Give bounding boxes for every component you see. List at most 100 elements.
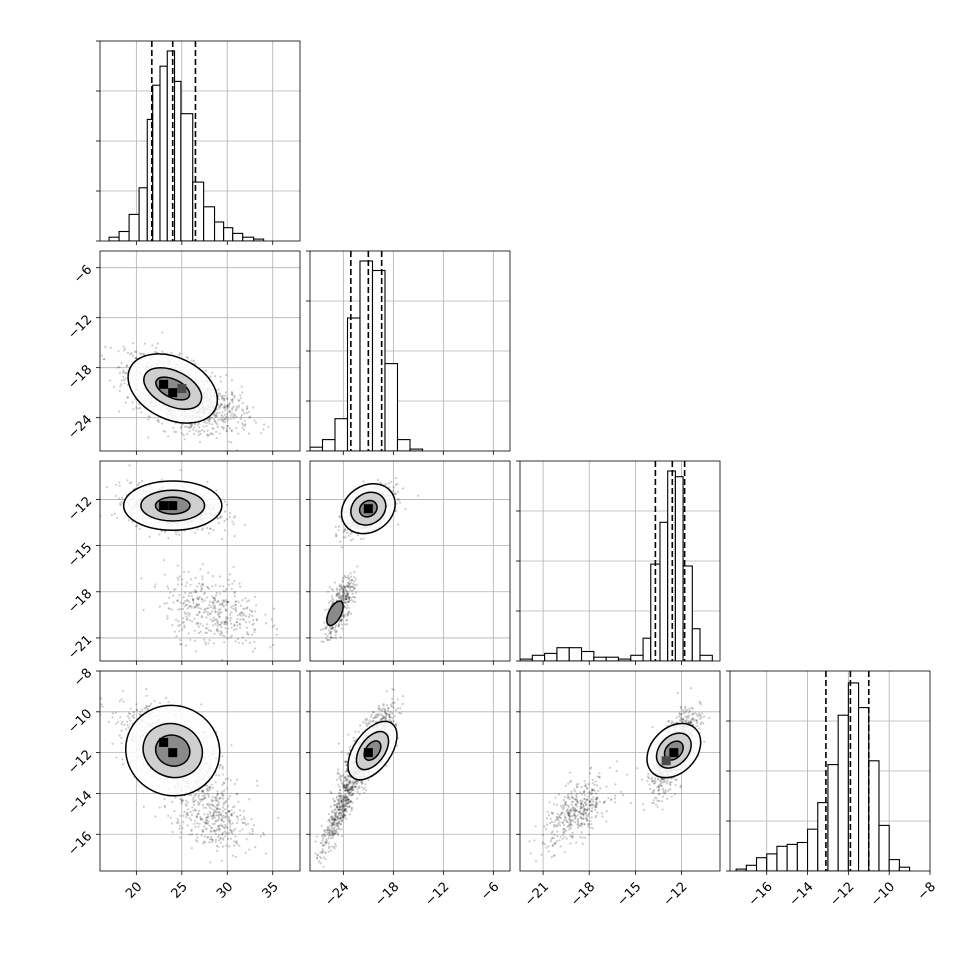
scatter-point [140,480,144,483]
scatter-point [244,621,248,624]
scatter-point [216,621,219,624]
scatter-point [204,627,207,630]
scatter-point [345,576,348,579]
scatter-point [228,427,231,430]
scatter-point [225,454,227,456]
scatter-point [168,608,171,611]
scatter-point [225,373,228,377]
scatter-point [213,796,217,799]
scatter-point [245,607,249,610]
hist-bar [159,65,168,241]
scatter-point [335,595,338,598]
scatter-point [211,620,214,623]
scatter-point [193,423,197,426]
scatter-point [222,394,225,397]
scatter-point [130,481,133,484]
scatter-point [218,603,221,606]
scatter-point [326,638,329,642]
scatter-point [333,628,336,632]
scatter-point [120,501,123,504]
scatter-point [120,723,123,726]
scatter-point [250,610,253,613]
scatter-point [395,509,398,512]
hist-bar [371,269,386,451]
scatter-point [241,402,244,405]
scatter-point [225,620,228,623]
scatter-point [192,359,195,362]
scatter-point [220,403,224,406]
scatter-point [198,440,202,444]
hist-bar [253,238,265,241]
scatter-point [207,420,210,423]
scatter-point [213,599,217,602]
scatter-point [188,605,191,608]
scatter-point [216,620,219,623]
scatter-point [349,572,352,575]
scatter-point [227,406,230,409]
scatter-point [331,627,334,630]
scatter-point [329,630,332,633]
scatter-point [207,642,210,645]
scatter-point [319,628,323,632]
scatter-point [223,403,227,406]
scatter-point [246,633,249,636]
scatter-point [237,421,240,424]
scatter-point [206,429,209,432]
scatter-point [342,614,345,617]
scatter-point [233,396,236,399]
hist-bar [858,707,870,871]
scatter-point [243,412,246,415]
scatter-point [345,594,348,597]
scatter-point [135,357,138,360]
scatter-point [214,414,217,417]
scatter-point [214,611,217,614]
scatter-point [212,616,216,619]
scatter-point [126,396,129,399]
scatter-point [224,421,227,424]
scatter-point [194,531,197,534]
scatter-point [351,596,354,599]
scatter-point [217,522,220,525]
scatter-point [340,619,343,623]
scatter-point [229,613,232,616]
scatter-point [227,404,230,408]
scatter-point [221,599,224,602]
scatter-point [219,630,222,633]
scatter-point [237,601,240,604]
scatter-point [331,597,334,601]
scatter-point [206,433,209,436]
scatter-point [172,601,175,604]
scatter-point [205,421,208,424]
scatter-point [180,432,183,435]
scatter-point [128,719,132,722]
scatter-point [172,588,176,592]
scatter-point [120,729,123,732]
scatter-point [334,525,337,528]
scatter-point [209,612,212,615]
scatter-point [275,633,278,637]
scatter-point [246,406,249,410]
scatter-point [190,359,193,362]
scatter-point [338,593,341,596]
scatter-point [220,418,223,421]
scatter-point [143,353,146,356]
scatter-point [254,610,257,613]
scatter-point [147,415,150,418]
scatter-point [343,529,346,532]
scatter-point [338,594,341,597]
scatter-point [207,571,210,574]
scatter-point [183,611,186,614]
scatter-point [344,536,347,539]
scatter-point [129,707,132,710]
scatter-point [153,586,156,589]
scatter-point [232,605,235,608]
scatter-point [174,530,177,534]
scatter-point [178,623,181,627]
scatter-point [178,353,181,356]
scatter-point [124,347,127,350]
scatter-point [201,583,204,586]
scatter-point [201,575,204,578]
scatter-point [198,582,201,585]
scatter-point [349,579,352,582]
